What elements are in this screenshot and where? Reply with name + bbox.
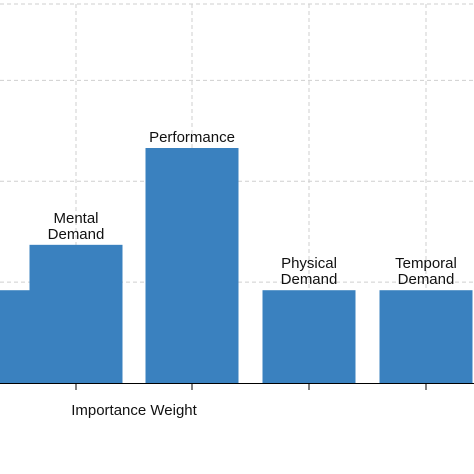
bar-label-performance: Performance [149, 129, 235, 146]
bar-temporal-demand [379, 290, 473, 383]
bar-physical-demand [262, 290, 356, 383]
axis-layer [0, 383, 474, 390]
bar-label-temporal-demand: Temporal Demand [395, 255, 457, 288]
bar-labels-layer: Mental Demand Performance Physical Demand Tem… [48, 129, 457, 288]
x-axis-label: Importance Weight [71, 402, 197, 419]
bar-mental-demand [29, 244, 123, 383]
bar-label-physical-demand: Physical Demand [281, 255, 338, 288]
bars-layer [0, 148, 473, 383]
bar-performance [145, 148, 239, 383]
bar-partial [0, 290, 30, 383]
bar-label-mental-demand: Mental Demand [48, 210, 105, 243]
